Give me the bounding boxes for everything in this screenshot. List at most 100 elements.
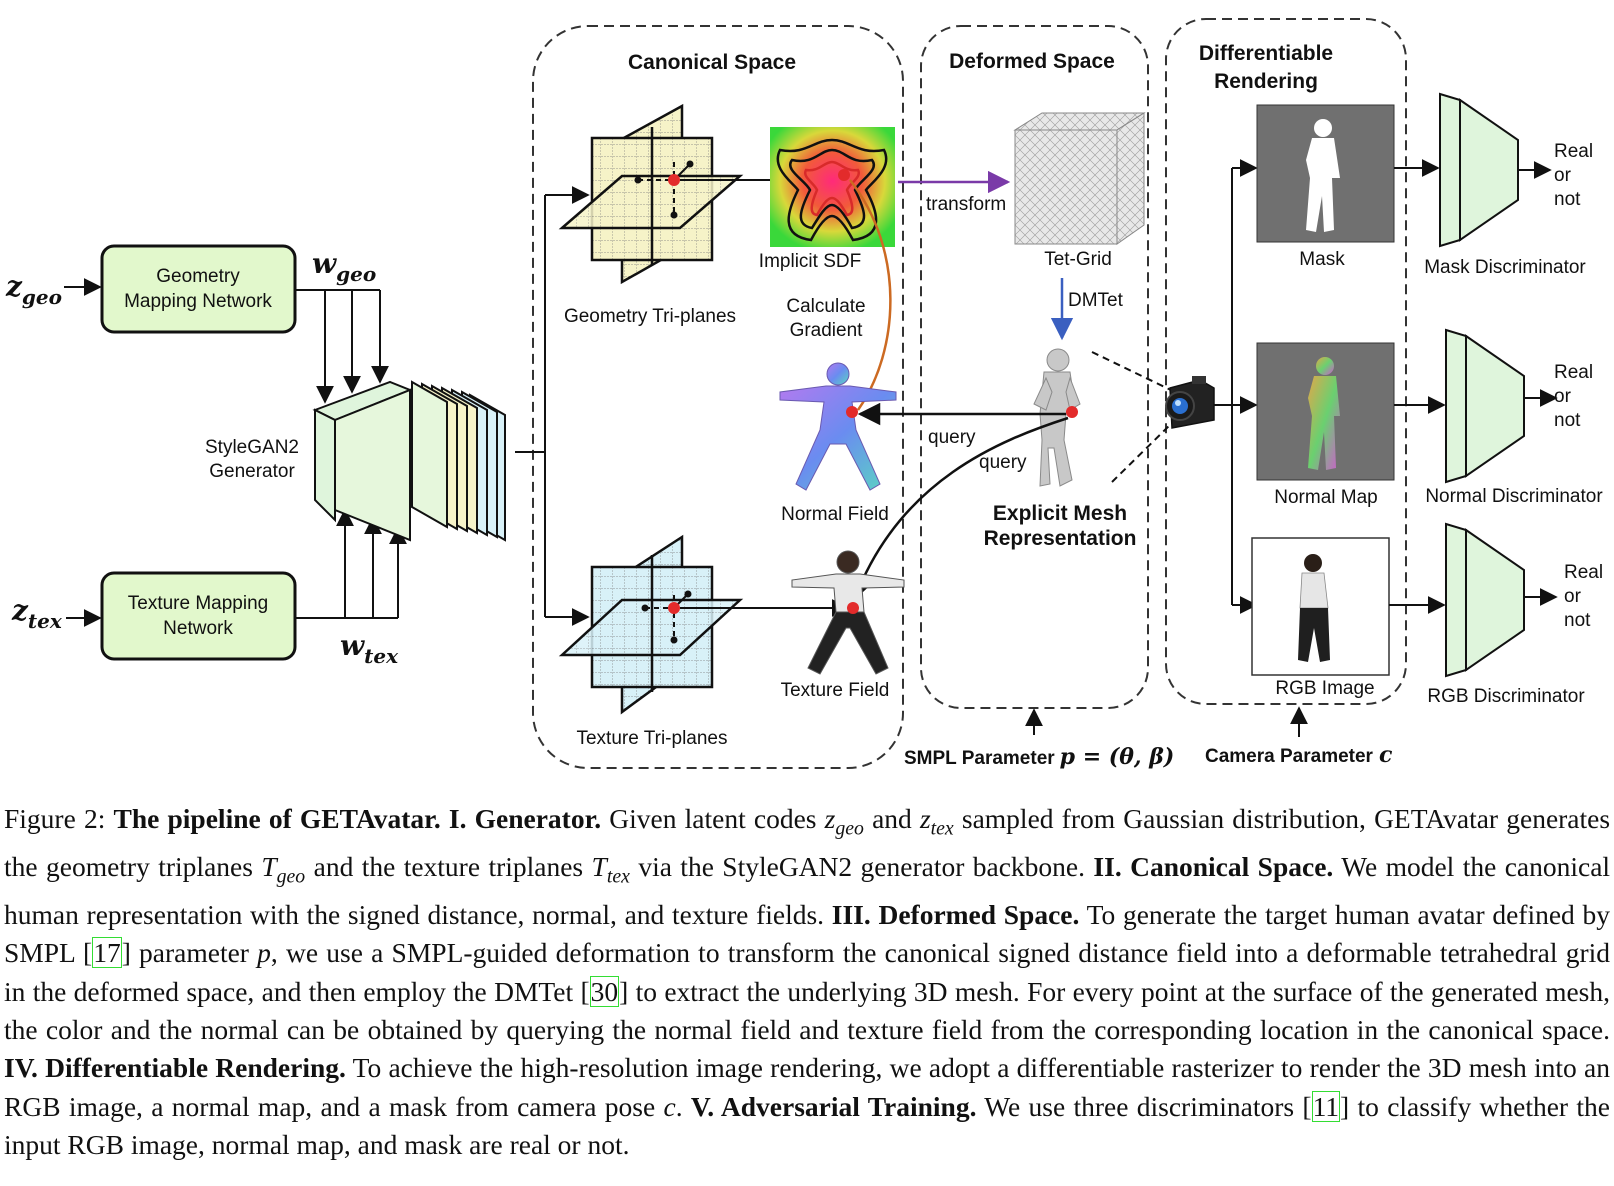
normal-discriminator (1445, 328, 1525, 484)
texture-sample-point (641, 590, 692, 644)
math-z: ztex (919, 803, 954, 840)
caption-text: sampled from Gaussian distribution, GETA… (4, 803, 1611, 882)
implicit-sdf-image (770, 127, 895, 247)
caption-text: , we use a SMPL-guided deformation to tr… (4, 937, 1610, 1007)
z-tex-label: ztex (11, 594, 63, 633)
normal-field-figure (779, 362, 897, 491)
mesh-sample-point (1066, 406, 1078, 418)
camera-frustum-top (1091, 351, 1176, 393)
query-label-2: query (979, 452, 1027, 473)
texture-mapping-label-1: Texture Mapping (128, 593, 268, 614)
normal-field-point (846, 406, 858, 418)
dmtet-label: DMTet (1068, 290, 1124, 311)
camera-parameter-label: Camera Parameter c (1205, 742, 1393, 768)
caption-text: To generate the target human avatar defi… (4, 898, 1611, 969)
rgb-figure (1298, 554, 1330, 662)
explicit-mesh-figure (1033, 348, 1081, 487)
section-adversarial-head: V. Adversarial Training. (690, 1090, 977, 1122)
texture-mapping-label-2: Network (163, 618, 233, 639)
camera-icon (1165, 376, 1215, 429)
math-T: Tgeo (261, 850, 306, 888)
geometry-sample-point (634, 160, 694, 219)
citation-11[interactable]: 11 (1311, 1090, 1341, 1122)
normal-output-3: not (1554, 410, 1581, 431)
camera-frustum-bottom (1111, 419, 1176, 483)
implicit-sdf-label: Implicit SDF (759, 251, 861, 272)
differentiable-rendering-title-2: Rendering (1214, 70, 1318, 93)
smpl-parameter-label: SMPL Parameter p = (θ, β) (904, 744, 1174, 770)
canonical-space-box (532, 25, 904, 769)
calculate-gradient-label-1: Calculate (786, 296, 865, 317)
normal-output-1: Real (1554, 362, 1593, 383)
pipeline-figure: Canonical Space Deformed Space Different… (5, 18, 1603, 770)
rgb-output-2: or (1564, 586, 1582, 607)
differentiable-rendering-title-1: Differentiable (1199, 42, 1333, 65)
rgb-image-label: RGB Image (1275, 678, 1374, 699)
math-T: Ttex (591, 850, 630, 888)
w-geo-feed-lines (295, 289, 381, 398)
deformed-space-title: Deformed Space (949, 50, 1115, 73)
transform-label: transform (926, 194, 1006, 215)
feature-planes-stack (411, 380, 506, 542)
section-canonical-head: II. Canonical Space. (1093, 850, 1334, 882)
texture-triplanes-label: Texture Tri-planes (576, 728, 727, 749)
caption-text: . (675, 1090, 683, 1122)
texture-triplanes (558, 534, 744, 715)
caption-text: ] to classify whether the input RGB imag… (4, 1090, 1610, 1161)
caption-text: Given latent codes (609, 803, 817, 834)
mask-output-2: or (1554, 165, 1572, 186)
citation-30[interactable]: 30 (589, 975, 620, 1007)
caption-text: ] to extract the underlying 3D mesh. For… (4, 975, 1610, 1046)
texture-field-label: Texture Field (781, 680, 890, 701)
tet-grid-label: Tet-Grid (1044, 249, 1112, 270)
differentiable-rendering-box (1165, 18, 1407, 705)
render-split-lines (1214, 168, 1233, 605)
section-rendering-head: IV. Differentiable Rendering. (4, 1052, 346, 1084)
canonical-space-title: Canonical Space (628, 51, 796, 74)
gradient-arrow (849, 179, 892, 411)
math-c: c (663, 1090, 676, 1122)
caption-text: and the texture triplanes (313, 850, 584, 882)
w-tex-label: wtex (340, 629, 399, 668)
geometry-mapping-label-1: Geometry (156, 266, 240, 287)
rgb-output-1: Real (1564, 562, 1603, 583)
caption-text: via the StyleGAN2 generator backbone. (638, 850, 1086, 882)
split-lines (515, 195, 546, 617)
stylegan-label-2: Generator (209, 461, 295, 482)
geometry-triplanes-label: Geometry Tri-planes (564, 306, 736, 327)
stylegan-label-1: StyleGAN2 (205, 437, 299, 458)
texture-mapping-network (100, 571, 297, 661)
calculate-gradient-label-2: Gradient (790, 320, 864, 341)
query-arrow-texture (851, 416, 1069, 601)
caption-text: To achieve the high-resolution image ren… (4, 1052, 1610, 1122)
w-tex-feed-lines (295, 520, 399, 619)
section-generator-head: I. Generator. (448, 803, 602, 834)
mask-output-3: not (1554, 189, 1581, 210)
normal-discriminator-label: Normal Discriminator (1425, 486, 1603, 507)
figure-label: Figure 2: (4, 803, 106, 834)
math-p: p (257, 937, 271, 969)
texture-field-figure (791, 550, 905, 675)
mask-label: Mask (1299, 249, 1345, 270)
rgb-discriminator (1445, 522, 1525, 678)
stylegan-generator (312, 380, 413, 542)
normal-field-label: Normal Field (781, 504, 889, 525)
explicit-mesh-label-1: Explicit Mesh (993, 502, 1127, 525)
caption-text: ] parameter (121, 937, 249, 969)
rgb-discriminator-label: RGB Discriminator (1427, 686, 1585, 707)
caption-text: We model the canonical human representat… (4, 850, 1611, 930)
citation-17[interactable]: 17 (92, 937, 122, 969)
math-z: zgeo (824, 803, 864, 840)
geometry-mapping-network (100, 244, 297, 334)
section-deformed-head: III. Deformed Space. (831, 898, 1080, 930)
mask-discriminator-label: Mask Discriminator (1424, 257, 1586, 278)
caption-text: and (872, 803, 912, 834)
z-geo-label: zgeo (5, 270, 62, 309)
query-label-1: query (928, 427, 976, 448)
normal-map-label: Normal Map (1274, 487, 1377, 508)
normal-map-figure (1308, 357, 1340, 470)
texture-field-point (847, 602, 859, 614)
tet-grid-cube (1013, 112, 1146, 245)
explicit-mesh-label-2: Representation (984, 527, 1137, 550)
mask-silhouette (1306, 119, 1340, 232)
